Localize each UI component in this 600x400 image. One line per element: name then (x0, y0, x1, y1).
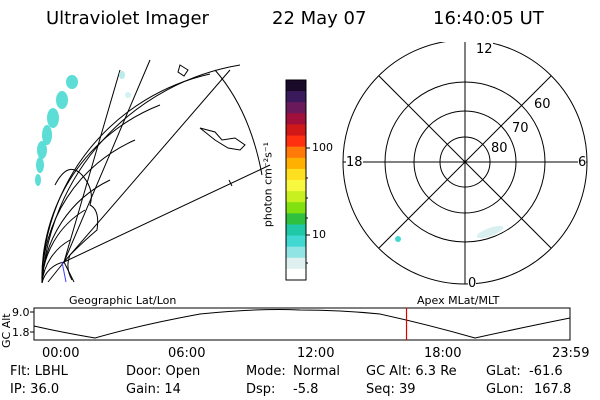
mlat-label-80: 80 (491, 141, 508, 156)
lat-circle (41, 261, 65, 284)
colorbar-segment (286, 246, 306, 259)
colorbar-segment (286, 113, 306, 125)
mlt-label-0: 0 (468, 276, 477, 291)
right-map-caption: Apex MLat/MLT (417, 294, 500, 307)
timeline-frame (33, 307, 571, 341)
colorbar-segment (286, 224, 306, 237)
colorbar-segment (286, 80, 306, 92)
timeline-xtick: 12:00 (297, 346, 335, 361)
colorbar-tick-label: 100 (312, 141, 333, 154)
ip-status: IP: 36.0 (10, 382, 60, 397)
mlat-label-60: 60 (534, 97, 551, 112)
colorbar-segment (286, 124, 306, 137)
colorbar-segment (286, 180, 306, 192)
mode-value: Normal (293, 364, 341, 379)
colorbar-segment (286, 257, 306, 270)
filter-status: Flt: LBHL (10, 364, 68, 379)
glat-label: GLat: (486, 364, 521, 379)
gc-alt-status: GC Alt: 6.3 Re (366, 364, 457, 379)
auroral-spot (395, 236, 401, 242)
glat-value: -61.6 (529, 364, 563, 379)
seq-status: Seq: 39 (366, 382, 416, 397)
timeline-xtick: 23:59 (552, 346, 590, 361)
lat-circle (41, 209, 86, 284)
mlt-label-18: 18 (346, 155, 363, 170)
colorbar-segment (286, 135, 306, 148)
colorbar-segment (286, 235, 306, 248)
colorbar-segment (286, 202, 306, 214)
lat-circle (41, 239, 71, 284)
colorbar-unit-label: photon cm⁻²s⁻¹ (261, 141, 275, 228)
altitude-curve (33, 309, 571, 339)
dsp-value: -5.8 (293, 382, 319, 397)
colorbar (285, 79, 310, 281)
auroral-spot (476, 225, 504, 239)
timeline-ytick: 9.0 (12, 306, 30, 319)
glon-value: 167.8 (534, 382, 572, 397)
colorbar-segment (286, 102, 306, 114)
mlt-meridian (378, 75, 552, 249)
lat-circle (41, 73, 211, 284)
lat-circle (41, 104, 161, 284)
dsp-label: Dsp: (246, 382, 276, 397)
timeline-xtick: 06:00 (168, 346, 206, 361)
mlat-label-70: 70 (512, 121, 529, 136)
door-status: Door: Open (126, 364, 201, 379)
colorbar-segment (286, 213, 306, 225)
colorbar-segment (286, 157, 306, 170)
colorbar-tick-label: 10 (312, 228, 326, 241)
app-title: Ultraviolet Imager (46, 8, 209, 29)
auroral-emission (35, 71, 131, 186)
gain-status: Gain: 14 (126, 382, 181, 397)
timeline-xtick: 00:00 (42, 346, 80, 361)
polar-map (342, 42, 588, 285)
colorbar-segment (286, 146, 306, 159)
colorbar-segment (286, 168, 306, 181)
left-map-caption: Geographic Lat/Lon (69, 294, 177, 307)
glon-label: GLon: (486, 382, 524, 397)
colorbar-segment (286, 268, 306, 281)
colorbar-segment (286, 191, 306, 203)
mlt-label-6: 6 (578, 155, 587, 170)
mlt-label-12: 12 (476, 42, 493, 57)
mode-label: Mode: (246, 364, 286, 379)
time-readout: 16:40:05 UT (433, 8, 544, 29)
satellite-track (61, 261, 67, 283)
altitude-timeline (30, 307, 571, 341)
date-readout: 22 May 07 (272, 8, 367, 29)
timeline-ytick: 1.8 (12, 326, 30, 339)
colorbar-segment (286, 91, 306, 103)
lat-circle (41, 139, 136, 284)
timeline-xtick: 18:00 (424, 346, 462, 361)
